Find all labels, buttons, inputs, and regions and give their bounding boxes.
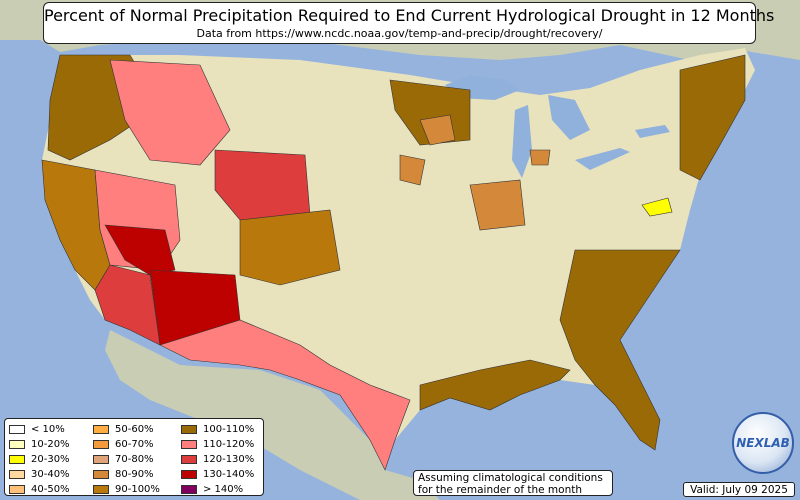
legend-label: 10-20% (31, 438, 70, 450)
legend-swatch (181, 454, 197, 464)
mexico-land (105, 330, 440, 500)
legend-item: 70-80% (93, 453, 154, 465)
map-title: Percent of Normal Precipitation Required… (44, 6, 775, 25)
region-montana-idaho (109, 59, 231, 166)
legend-label: 40-50% (31, 483, 70, 495)
legend-label: 60-70% (115, 438, 154, 450)
logo-text: NEXLAB (736, 436, 790, 450)
legend-item: 40-50% (9, 483, 70, 495)
legend-label: < 10% (31, 423, 65, 435)
legend-swatch (181, 439, 197, 449)
legend-label: 110-120% (203, 438, 255, 450)
legend-swatch (9, 469, 25, 479)
nexlab-logo: NEXLAB (732, 412, 794, 474)
assumption-note: Assuming climatological conditions for t… (413, 470, 613, 496)
lake-erie (575, 148, 630, 170)
valid-date: Valid: July 09 2025 (690, 484, 788, 496)
legend-item: 20-30% (9, 453, 70, 465)
legend-item: < 10% (9, 423, 65, 435)
legend-item: 30-40% (9, 468, 70, 480)
legend-swatch (9, 439, 25, 449)
legend-item: 130-140% (181, 468, 254, 480)
legend-swatch (93, 469, 109, 479)
great-lakes (445, 75, 670, 178)
legend-item: 100-110% (181, 423, 254, 435)
legend-item: 110-120% (181, 438, 254, 450)
legend-item: 10-20% (9, 438, 70, 450)
region-midwest-patches (399, 114, 551, 231)
legend-item: > 140% (181, 483, 243, 495)
legend-label: > 140% (203, 483, 244, 495)
legend-label: 90-100% (115, 483, 160, 495)
legend: < 10% 10-20% 20-30% 30-40% 40-50% 50-60% 60-70… (4, 418, 264, 496)
lake-michigan (512, 105, 532, 178)
note-line-2: for the remainder of the month (418, 484, 583, 496)
legend-label: 100-110% (203, 423, 255, 435)
legend-label: 70-80% (115, 453, 154, 465)
region-central-plains (239, 209, 341, 286)
legend-item: 60-70% (93, 438, 154, 450)
legend-swatch (181, 424, 197, 434)
title-panel: Percent of Normal Precipitation Required… (43, 2, 775, 44)
legend-label: 30-40% (31, 468, 70, 480)
legend-label: 120-130% (203, 453, 255, 465)
legend-item: 80-90% (93, 468, 154, 480)
legend-label: 50-60% (115, 423, 154, 435)
legend-swatch (9, 454, 25, 464)
legend-swatch (181, 484, 197, 494)
lake-ontario (635, 125, 670, 138)
region-southwest-texas (159, 319, 411, 471)
legend-swatch (93, 454, 109, 464)
legend-label: 80-90% (115, 468, 154, 480)
region-gulf-coast (419, 359, 571, 411)
lake-huron (548, 95, 590, 140)
legend-swatch (9, 484, 25, 494)
legend-item: 120-130% (181, 453, 254, 465)
legend-label: 130-140% (203, 468, 255, 480)
legend-swatch (9, 424, 25, 434)
legend-swatch (93, 439, 109, 449)
legend-swatch (93, 484, 109, 494)
note-line-1: Assuming climatological conditions (418, 472, 603, 484)
map-subtitle: Data from https://www.ncdc.noaa.gov/temp… (196, 27, 603, 40)
region-maryland (641, 197, 673, 217)
legend-swatch (93, 424, 109, 434)
valid-date-panel: Valid: July 09 2025 (683, 482, 795, 497)
region-northeast (679, 54, 746, 181)
legend-item: 90-100% (93, 483, 160, 495)
region-southeast-coast (559, 249, 681, 451)
legend-label: 20-30% (31, 453, 70, 465)
legend-item: 50-60% (93, 423, 154, 435)
legend-swatch (181, 469, 197, 479)
